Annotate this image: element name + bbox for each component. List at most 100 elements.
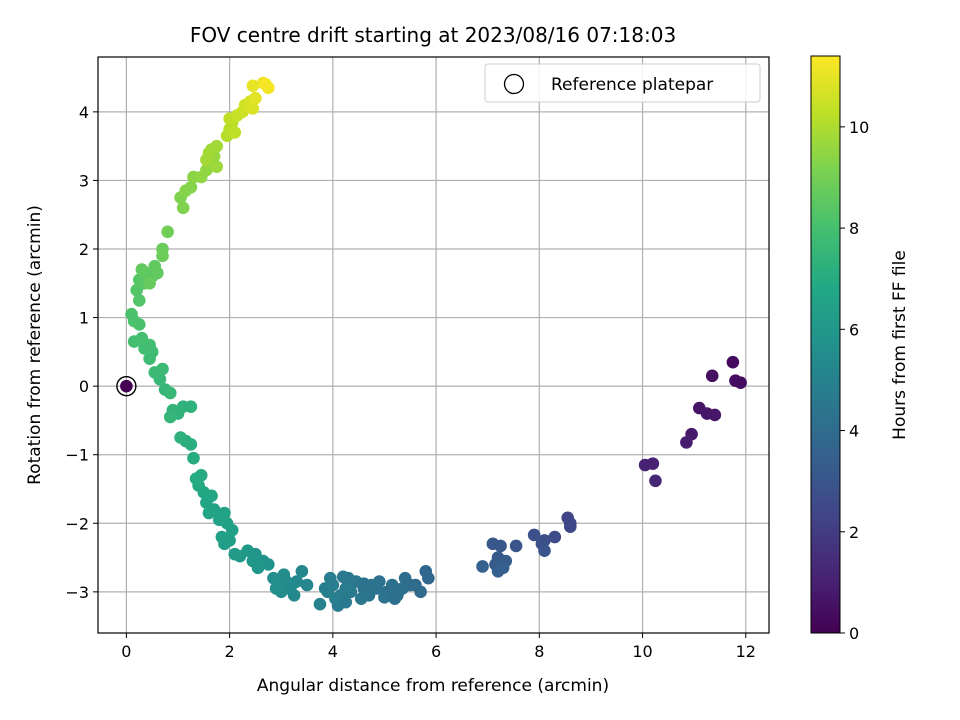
- legend-label: Reference platepar: [551, 75, 713, 95]
- x-tick-label: 10: [632, 642, 652, 661]
- data-point: [277, 568, 291, 582]
- x-tick-label: 8: [534, 642, 544, 661]
- x-axis-ticks: 0 2 4 6 8 10 12: [121, 633, 756, 661]
- colorbar-tick-label: 10: [849, 118, 869, 137]
- data-point: [491, 564, 505, 578]
- data-point: [323, 571, 337, 585]
- colorbar-ticks: 0 2 4 6 8 10: [840, 118, 869, 643]
- data-points: [116, 76, 747, 612]
- data-point: [646, 457, 660, 470]
- colorbar-gradient: [810, 55, 841, 634]
- data-point: [357, 577, 371, 590]
- data-point: [527, 528, 541, 542]
- data-point: [135, 263, 149, 276]
- data-point: [705, 369, 719, 383]
- colorbar: 0 2 4 6 8 10 Hours from first FF file: [810, 55, 910, 643]
- data-point: [120, 379, 133, 393]
- data-point: [132, 294, 146, 307]
- data-point: [259, 78, 273, 91]
- data-point: [127, 335, 141, 348]
- colorbar-label: Hours from first FF file: [890, 250, 910, 440]
- data-point: [486, 537, 500, 551]
- data-point: [156, 362, 169, 376]
- data-point: [151, 266, 164, 280]
- data-point: [708, 408, 722, 422]
- plot-frame: [97, 56, 770, 634]
- data-point: [163, 386, 177, 400]
- x-axis-label: Angular distance from reference (arcmin): [257, 676, 609, 696]
- data-point: [202, 506, 216, 520]
- data-point: [318, 582, 332, 595]
- data-point: [176, 201, 190, 215]
- data-point: [163, 410, 177, 424]
- x-tick-label: 6: [431, 642, 441, 661]
- data-point: [143, 276, 156, 290]
- data-point: [339, 595, 353, 609]
- data-point: [729, 374, 742, 387]
- colorbar-tick-label: 4: [849, 422, 859, 441]
- data-point: [336, 570, 350, 584]
- gridlines: [98, 57, 769, 633]
- x-tick-label: 12: [736, 642, 756, 661]
- data-point: [414, 585, 427, 599]
- data-point: [354, 592, 368, 606]
- chart-title: FOV centre drift starting at 2023/08/16 …: [190, 23, 676, 47]
- x-tick-label: 0: [121, 642, 131, 661]
- data-point: [388, 592, 402, 606]
- y-tick-label: −2: [65, 514, 89, 533]
- y-tick-label: 3: [79, 171, 89, 190]
- y-tick-label: 4: [79, 103, 89, 122]
- data-point: [563, 520, 577, 534]
- legend-box: [484, 63, 761, 103]
- data-point: [269, 582, 283, 595]
- data-point: [189, 472, 203, 486]
- colorbar-tick-label: 0: [849, 624, 859, 643]
- colorbar-tick-label: 8: [849, 219, 859, 238]
- data-point: [249, 91, 262, 105]
- data-point: [649, 474, 662, 488]
- data-point: [210, 139, 224, 153]
- data-point: [378, 591, 391, 604]
- data-point: [184, 180, 198, 194]
- data-point: [313, 597, 327, 611]
- data-point: [215, 530, 229, 544]
- y-tick-label: −3: [65, 583, 89, 602]
- data-point: [200, 153, 213, 167]
- data-point: [680, 436, 693, 449]
- data-point: [509, 539, 523, 553]
- y-axis-ticks: −3 −2 −1 0 1 2 3 4: [65, 103, 98, 602]
- data-point: [548, 530, 562, 544]
- data-point: [228, 547, 242, 561]
- x-tick-label: 4: [328, 642, 338, 661]
- data-point: [161, 225, 174, 239]
- data-point: [300, 578, 314, 592]
- x-tick-label: 2: [225, 642, 235, 661]
- data-point: [295, 564, 309, 578]
- data-point: [228, 126, 242, 139]
- data-point: [210, 160, 224, 174]
- data-point: [246, 79, 260, 93]
- legend-marker-icon: [503, 73, 525, 95]
- data-point: [246, 554, 260, 568]
- data-point: [156, 242, 169, 256]
- data-point: [218, 506, 231, 520]
- data-point: [285, 578, 298, 592]
- y-tick-label: 0: [79, 377, 89, 396]
- data-point: [476, 560, 489, 573]
- colorbar-tick-label: 2: [849, 523, 859, 542]
- colorbar-tick-label: 6: [849, 320, 859, 339]
- data-point: [187, 451, 200, 465]
- data-point: [127, 314, 141, 328]
- y-axis-label: Rotation from reference (arcmin): [25, 205, 45, 485]
- y-tick-label: 1: [79, 309, 89, 328]
- y-tick-label: −1: [65, 446, 89, 465]
- reference-platepar-marker: [116, 375, 137, 397]
- data-point: [174, 431, 187, 444]
- data-point: [246, 102, 260, 115]
- data-point: [538, 544, 551, 558]
- y-tick-label: 2: [79, 240, 89, 259]
- legend: Reference platepar: [484, 63, 761, 103]
- data-point: [422, 571, 435, 585]
- data-point: [267, 571, 280, 585]
